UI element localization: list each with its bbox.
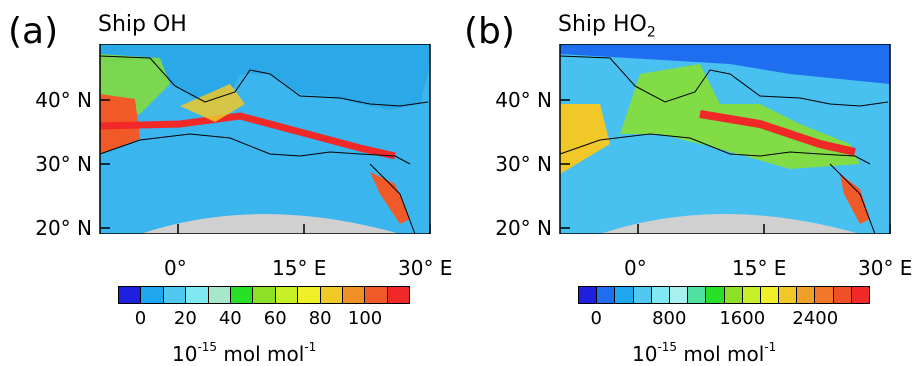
colorbar-swatch: [797, 287, 816, 303]
y-tick-label: 30° N: [495, 152, 552, 176]
x-tick-label: 15° E: [732, 256, 787, 280]
units-label: 10-15 mol mol-1: [172, 340, 317, 366]
x-tick-label: 30° E: [858, 256, 913, 280]
map-frame: [559, 44, 891, 234]
colorbar-swatch: [387, 287, 410, 303]
colorbar-swatch: [186, 287, 209, 303]
red-sea-hotspot: [370, 172, 410, 224]
y-tick-label: 40° N: [35, 88, 92, 112]
colorbar-tick-label: 2400: [792, 308, 839, 329]
north-low-values: [560, 44, 890, 84]
colorbar: [118, 286, 410, 304]
colorbar-swatch: [706, 287, 725, 303]
colorbar-swatch: [651, 287, 670, 303]
colorbar-swatch: [724, 287, 743, 303]
axis-ticks: [560, 99, 891, 234]
colorbar-swatch: [615, 287, 634, 303]
colorbar-swatch: [230, 287, 254, 303]
x-tick-label: 30° E: [398, 256, 453, 280]
colorbar-swatch: [119, 287, 142, 303]
colorbar-swatch: [779, 287, 798, 303]
colorbar-tick-label: 40: [218, 308, 242, 329]
x-tick-label: 0°: [624, 256, 647, 280]
shipping-lane: [99, 112, 396, 160]
map-ship-ho2: [559, 44, 891, 234]
land-low-values: [100, 58, 430, 234]
colorbar-swatch: [141, 287, 164, 303]
panel-ship-oh: (a) Ship OH 40° N 30° N 20° N 0° 15° E 3…: [0, 0, 460, 366]
colorbar-swatch: [851, 287, 869, 303]
colorbar-tick-label: 80: [308, 308, 332, 329]
colorbar-swatch: [688, 287, 707, 303]
y-tick-label: 20° N: [35, 216, 92, 240]
x-tick-label: 15° E: [272, 256, 327, 280]
panel-ship-ho2: (b) Ship HO2 40° N 30° N 20° N 0° 15° E …: [460, 0, 920, 366]
panel-label: (b): [464, 11, 515, 52]
colorbar-tick-label: 20: [173, 308, 197, 329]
colorbar-swatch: [597, 287, 616, 303]
map-frame: [99, 44, 431, 234]
colorbar-swatch: [579, 287, 598, 303]
colorbar-swatch: [163, 287, 187, 303]
colorbar-tick-label: 100: [347, 308, 383, 329]
colorbar-tick-label: 60: [263, 308, 287, 329]
colorbar-tick-label: 1600: [719, 308, 766, 329]
panel-label: (a): [8, 11, 59, 52]
colorbar-tick-label: 0: [590, 308, 602, 329]
med-west-hotspot: [180, 84, 245, 122]
colorbar-swatch: [815, 287, 834, 303]
y-tick-label: 40° N: [495, 88, 552, 112]
colorbar-swatch: [275, 287, 299, 303]
coastline: [559, 55, 889, 234]
colorbar-swatch: [208, 287, 231, 303]
y-tick-label: 20° N: [495, 216, 552, 240]
colorbar-swatch: [742, 287, 761, 303]
coastline: [99, 55, 429, 234]
no-data-region: [600, 214, 860, 234]
colorbar-tick-label: 0: [134, 308, 147, 329]
panel-title: Ship OH: [98, 12, 187, 37]
x-tick-label: 0°: [164, 256, 187, 280]
shipping-lane: [699, 110, 856, 156]
map-ship-oh: [99, 44, 431, 234]
colorbar-tick-label: 800: [652, 308, 687, 329]
y-tick-label: 30° N: [35, 152, 92, 176]
colorbar-swatch: [669, 287, 689, 303]
red-sea-hotspot: [840, 174, 870, 224]
colorbar-swatch: [298, 287, 321, 303]
units-label: 10-15 mol mol-1: [632, 340, 777, 366]
no-data-region: [140, 214, 400, 234]
colorbar-swatch: [320, 287, 343, 303]
colorbar-swatch: [633, 287, 652, 303]
gibraltar-hotspot: [560, 104, 610, 174]
panel-title: Ship HO2: [558, 12, 656, 41]
colorbar: [578, 286, 870, 304]
colorbar-swatch: [760, 287, 780, 303]
med-hotspot: [620, 64, 860, 169]
colorbar-swatch: [342, 287, 366, 303]
colorbar-swatch: [365, 287, 388, 303]
colorbar-swatch: [833, 287, 852, 303]
axis-ticks: [100, 99, 431, 234]
colorbar-swatch: [253, 287, 276, 303]
